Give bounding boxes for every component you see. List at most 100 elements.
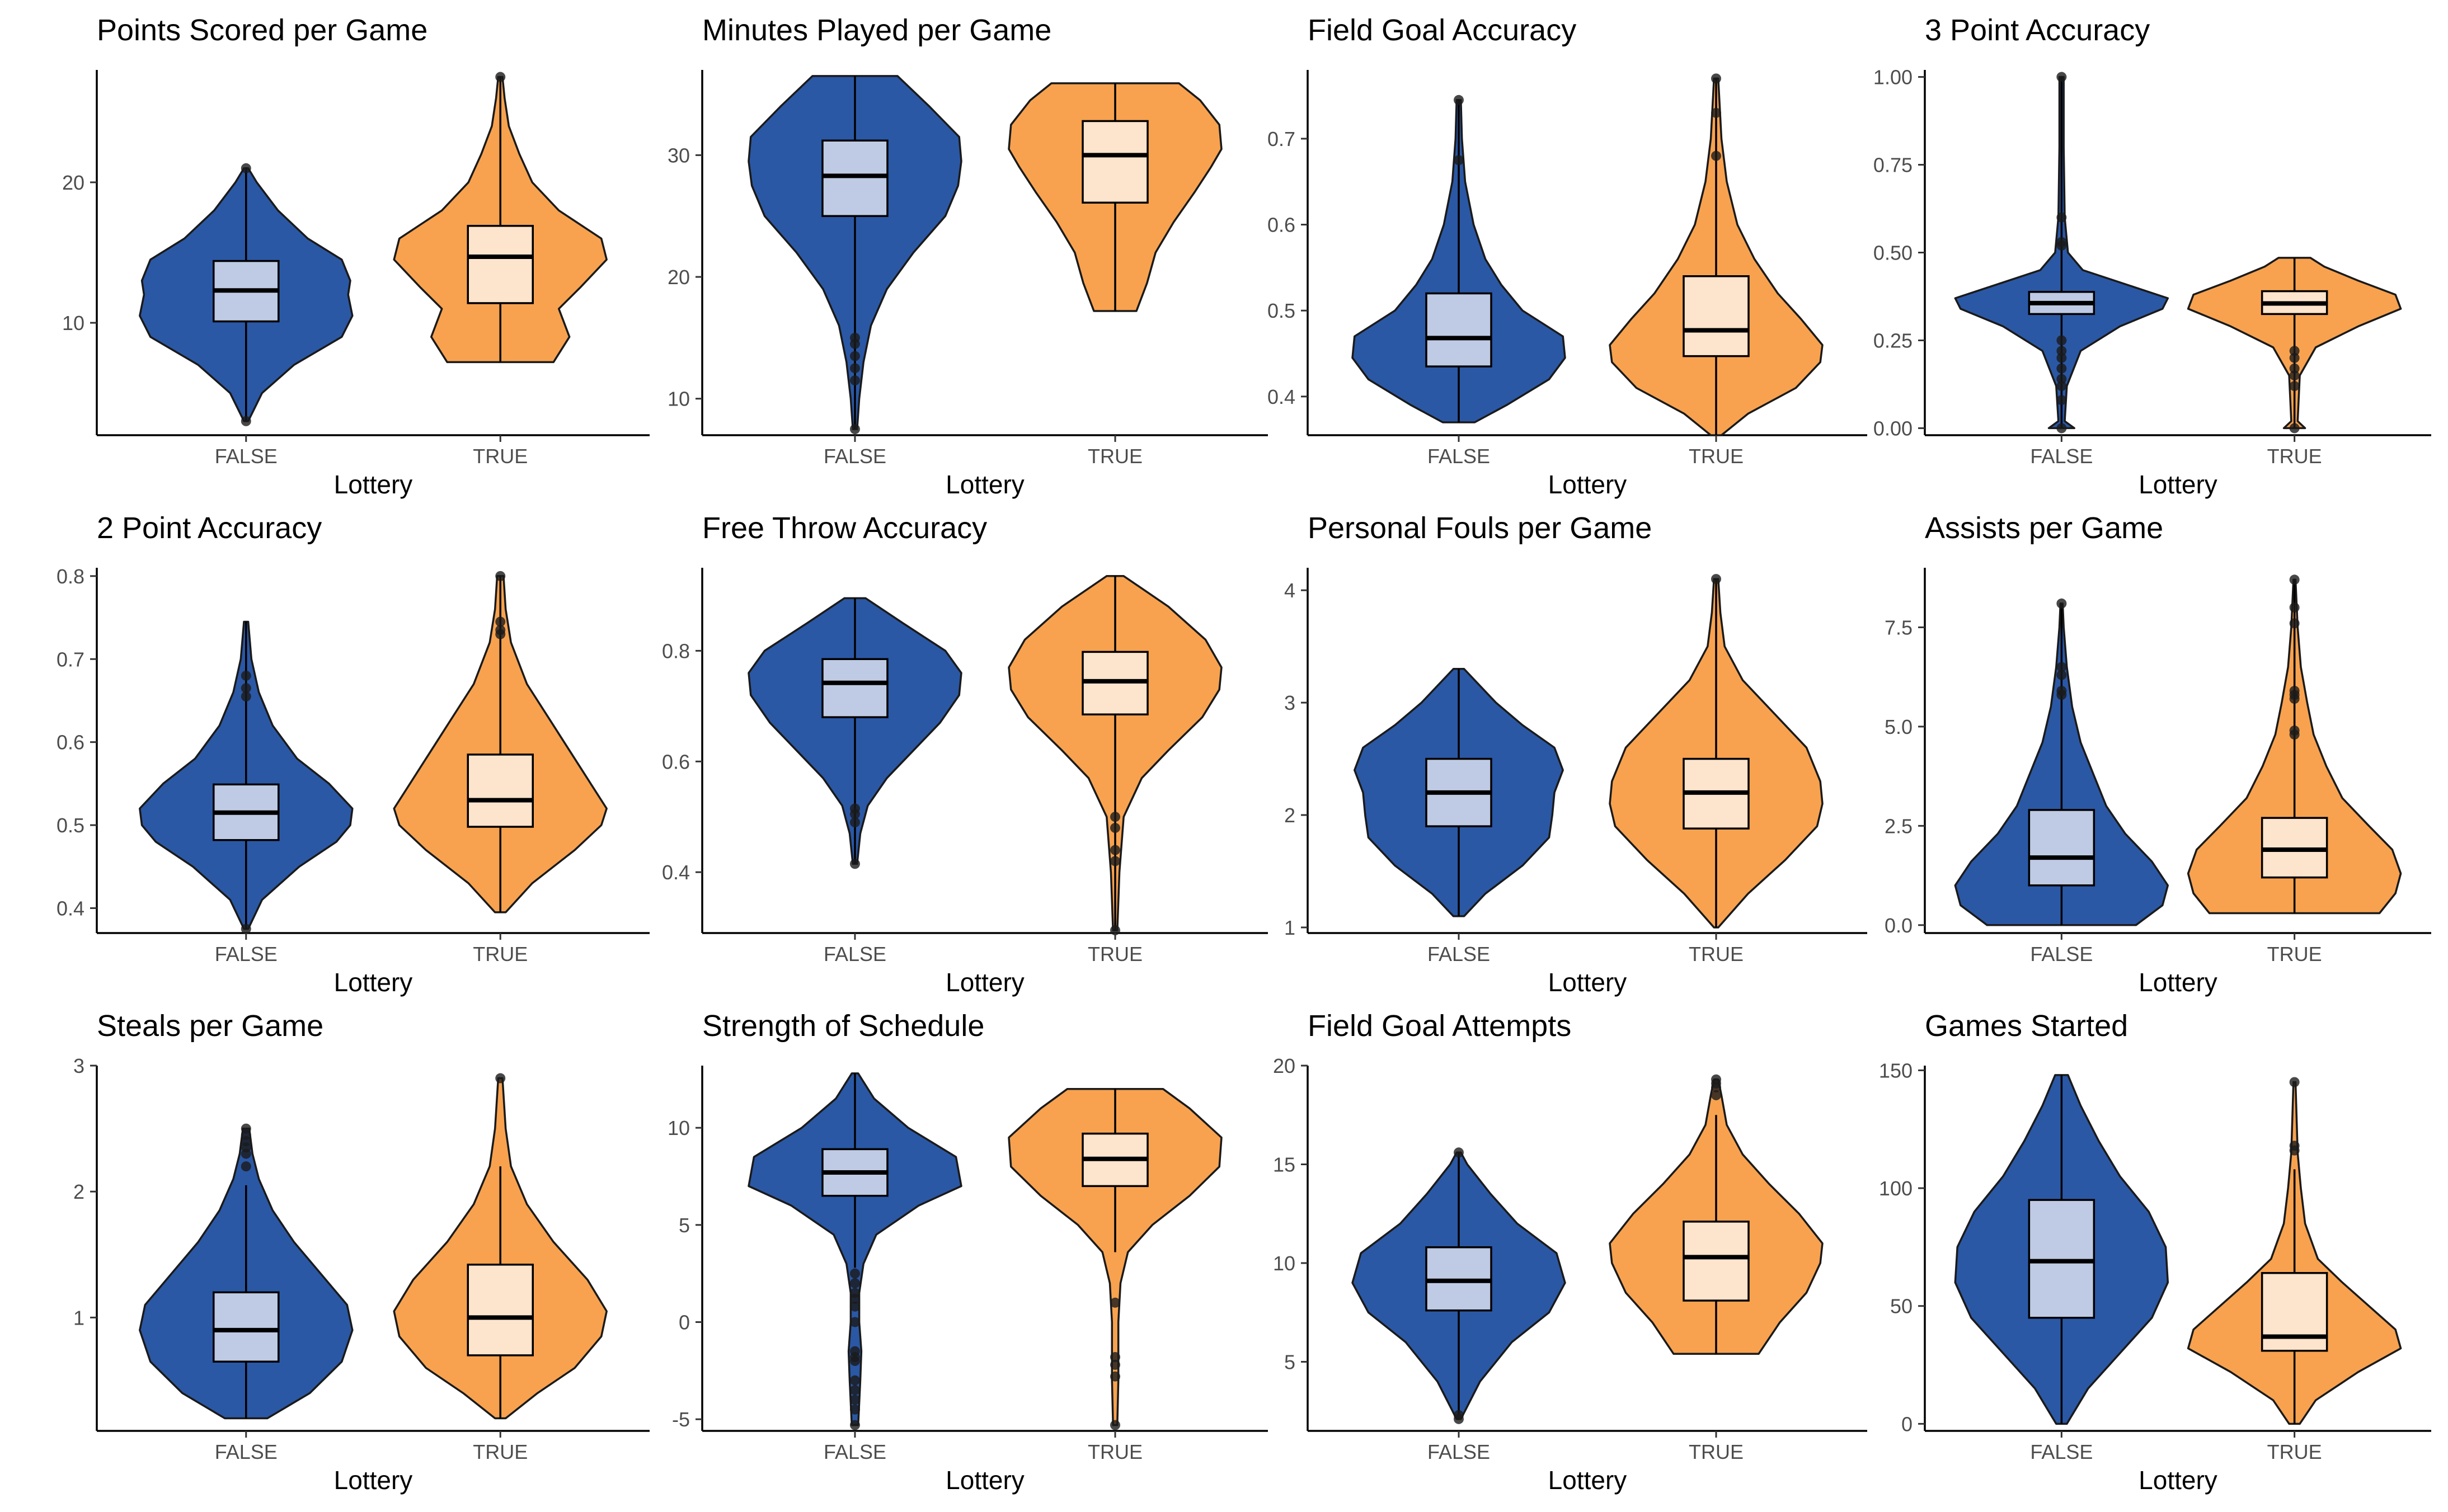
- panel-9-false-outlier: [241, 1123, 251, 1134]
- panel-7-y-tick-label: 1: [1284, 916, 1295, 939]
- panel-2-false-outlier: [849, 363, 860, 374]
- panel-1-false-x-tick-label: FALSE: [215, 445, 278, 468]
- panel-4-false-outlier: [2056, 237, 2067, 247]
- panel-8-y-tick-label: 0.0: [1885, 914, 1913, 937]
- panel-1-x-axis-title: Lottery: [334, 470, 413, 499]
- panel-7-true-outlier: [1711, 574, 1721, 585]
- panel-2-false-box: [821, 139, 889, 217]
- panel-3-y-tick-label: 0.6: [1267, 214, 1295, 237]
- panel-8-true-outlier: [2289, 686, 2300, 696]
- panel-3-false-outlier: [1454, 155, 1464, 166]
- panel-9-y-tick-label: 1: [73, 1306, 84, 1329]
- panel-4-y-tick-label: 1.00: [1873, 66, 1913, 89]
- panel-11-true-outlier: [1711, 1090, 1721, 1100]
- panel-6-y-tick-label: 0.8: [662, 639, 690, 662]
- panel-5-true-outlier: [495, 616, 506, 627]
- panel-8-false-x-tick-label: FALSE: [2030, 943, 2093, 965]
- panel-10-true-outlier: [1110, 1297, 1121, 1308]
- panel-10-false-outlier: [849, 1385, 860, 1396]
- panel-12-true-x-tick-label: TRUE: [2267, 1440, 2322, 1463]
- panel-4-false-outlier: [2056, 363, 2067, 374]
- panel-5-title: 2 Point Accuracy: [97, 511, 322, 545]
- panel-4-false-outlier: [2056, 395, 2067, 406]
- panel-4-false-outlier: [2056, 423, 2067, 434]
- panel-1-true-outlier: [495, 72, 506, 82]
- panel-10-false-outlier: [849, 1317, 860, 1327]
- panel-2-false-outlier: [849, 424, 860, 435]
- panel-4-false-outlier: [2056, 374, 2067, 384]
- panel-3-true-outlier: [1711, 107, 1721, 118]
- panel-8-x-axis-title: Lottery: [2139, 968, 2217, 997]
- panel-4-true-x-tick-label: TRUE: [2267, 445, 2322, 468]
- panel-10-false-outlier: [849, 1268, 860, 1279]
- panel-10-true-outlier: [1110, 1352, 1121, 1363]
- panel-2-y-tick-label: 20: [668, 266, 690, 289]
- panel-8-y-tick-label: 2.5: [1885, 814, 1913, 837]
- panel-9-true-x-tick-label: TRUE: [473, 1440, 528, 1463]
- panel-3-true-box: [1683, 275, 1750, 357]
- panel-2-y-tick-label: 30: [668, 144, 690, 167]
- panel-2-false-outlier: [849, 375, 860, 386]
- panel-3-x-axis-title: Lottery: [1548, 470, 1627, 499]
- panel-4-true-outlier: [2289, 363, 2300, 374]
- panel-7-false-x-tick-label: FALSE: [1427, 943, 1490, 965]
- panel-1-y-tick-label: 20: [62, 171, 84, 194]
- panel-9-title: Steals per Game: [97, 1009, 323, 1043]
- panel-8-true-x-tick-label: TRUE: [2267, 943, 2322, 965]
- panel-4-true-outlier: [2289, 381, 2300, 392]
- panel-1-true-x-tick-label: TRUE: [473, 445, 528, 468]
- panel-9-true-outlier: [495, 1073, 506, 1084]
- panel-6-true-outlier: [1110, 856, 1121, 866]
- panel-4-true-outlier: [2289, 352, 2300, 363]
- panel-3-false-box: [1425, 292, 1492, 368]
- panel-3-y-tick-label: 0.4: [1267, 385, 1295, 408]
- panel-8-false-outlier: [2056, 670, 2067, 680]
- panel-6-false-outlier: [849, 859, 860, 869]
- panel-9-false-box: [213, 1291, 280, 1363]
- panel-12-y-tick-label: 0: [1901, 1412, 1913, 1435]
- panel-5-false-x-tick-label: FALSE: [215, 943, 278, 965]
- panel-6-title: Free Throw Accuracy: [702, 511, 987, 545]
- panel-4-false-x-tick-label: FALSE: [2030, 445, 2093, 468]
- panel-8-y-tick-label: 7.5: [1885, 616, 1913, 639]
- panel-1-y-tick-label: 10: [62, 312, 84, 335]
- panel-6-false-box: [821, 658, 889, 718]
- panel-9-false-x-tick-label: FALSE: [215, 1440, 278, 1463]
- panel-11-false-outlier: [1454, 1410, 1464, 1420]
- panel-3-title: Field Goal Accuracy: [1308, 13, 1576, 47]
- panel-11-y-tick-label: 15: [1273, 1153, 1295, 1176]
- panel-10-false-outlier: [849, 1278, 860, 1289]
- panel-4-false-outlier: [2056, 212, 2067, 223]
- panel-7-x-axis-title: Lottery: [1548, 968, 1627, 997]
- panel-10-false-outlier: [849, 1301, 860, 1312]
- panel-5-y-tick-label: 0.5: [57, 814, 84, 837]
- panel-5-x-axis-title: Lottery: [334, 968, 413, 997]
- panel-10-y-tick-label: 0: [679, 1311, 690, 1334]
- panel-8-true-outlier: [2289, 602, 2300, 613]
- panel-8-true-outlier: [2289, 726, 2300, 736]
- panel-8-true-outlier: [2289, 618, 2300, 629]
- panel-4-true-outlier: [2289, 346, 2300, 356]
- panel-6-y-tick-label: 0.4: [662, 861, 690, 884]
- panel-7-y-tick-label: 4: [1284, 579, 1295, 602]
- panel-5-true-box: [467, 753, 534, 828]
- panel-8-true-outlier: [2289, 574, 2300, 585]
- panel-1-false-outlier: [241, 163, 251, 173]
- panel-5-y-tick-label: 0.7: [57, 648, 84, 671]
- panel-2-true-x-tick-label: TRUE: [1088, 445, 1143, 468]
- panel-10-y-tick-label: 5: [679, 1214, 690, 1237]
- panel-11-y-tick-label: 20: [1273, 1054, 1295, 1077]
- panel-10-true-x-tick-label: TRUE: [1088, 1440, 1143, 1463]
- panel-8-y-tick-label: 5.0: [1885, 715, 1913, 738]
- panel-1-false-outlier: [241, 416, 251, 426]
- panel-10-true-outlier: [1110, 1371, 1121, 1382]
- panel-6-true-outlier: [1110, 812, 1121, 822]
- panel-10-true-violin: [1008, 1087, 1223, 1426]
- panel-6-x-axis-title: Lottery: [946, 968, 1025, 997]
- panel-2-y-tick-label: 10: [668, 388, 690, 411]
- panel-4-false-outlier: [2056, 72, 2067, 82]
- panel-12-title: Games Started: [1925, 1009, 2128, 1043]
- panel-9-true-box: [467, 1264, 534, 1356]
- panel-2-false-x-tick-label: FALSE: [824, 445, 886, 468]
- panel-5-false-outlier: [241, 691, 251, 702]
